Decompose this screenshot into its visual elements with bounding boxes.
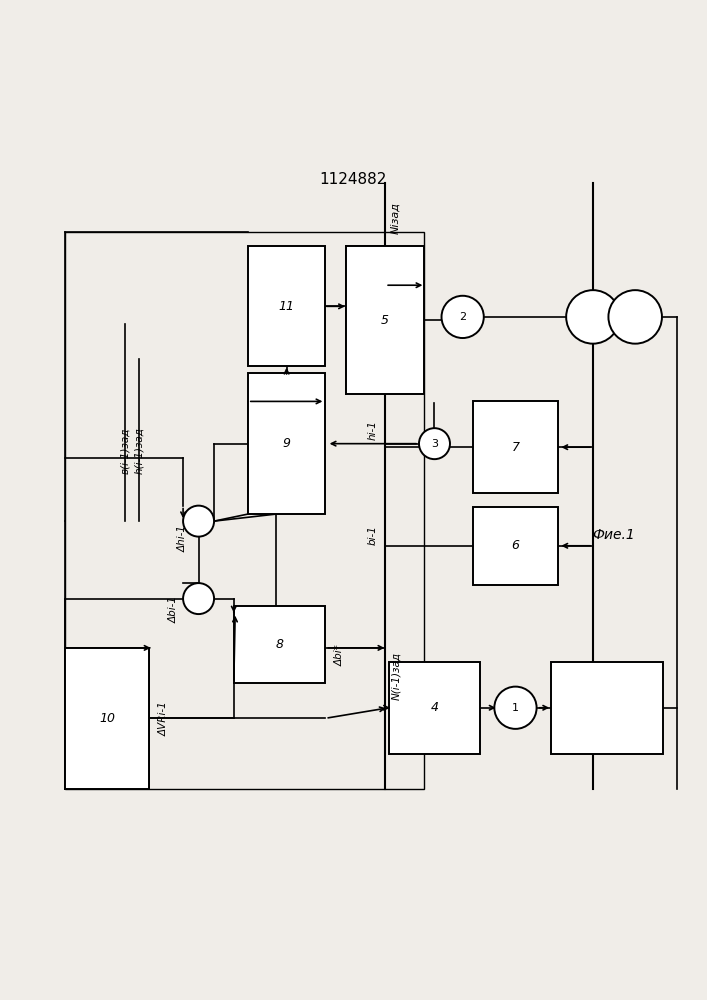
Bar: [248, 246, 325, 366]
Circle shape: [442, 296, 484, 338]
Bar: [346, 246, 424, 394]
Text: 4: 4: [431, 701, 438, 714]
Text: Niзад: Niзад: [391, 202, 401, 234]
Text: 8: 8: [276, 638, 284, 651]
Bar: [65, 648, 149, 789]
Text: Δbi-1: Δbi-1: [169, 596, 179, 623]
Bar: [473, 401, 558, 493]
Text: в(i-1)зад: в(i-1)зад: [119, 428, 129, 474]
Bar: [234, 606, 325, 683]
Text: 1: 1: [512, 703, 519, 713]
Text: ΔVRi-1: ΔVRi-1: [158, 701, 168, 736]
Circle shape: [183, 506, 214, 537]
Bar: [248, 373, 325, 514]
Text: 5: 5: [381, 314, 389, 327]
Bar: [65, 232, 424, 789]
Text: 11: 11: [279, 300, 295, 313]
Text: bi-1: bi-1: [368, 525, 378, 545]
Circle shape: [609, 290, 662, 344]
Text: 1124882: 1124882: [320, 172, 387, 187]
Bar: [551, 662, 663, 754]
Text: 9: 9: [283, 437, 291, 450]
Text: Фие.1: Фие.1: [592, 528, 636, 542]
Text: h(i-1)зад: h(i-1)зад: [134, 427, 144, 474]
Text: 7: 7: [511, 441, 520, 454]
Text: 3: 3: [431, 439, 438, 449]
Text: N(i-1)зад: N(i-1)зад: [391, 652, 401, 700]
Circle shape: [566, 290, 620, 344]
Bar: [473, 507, 558, 585]
Circle shape: [494, 687, 537, 729]
Text: 6: 6: [511, 539, 520, 552]
Circle shape: [419, 428, 450, 459]
Text: 2: 2: [459, 312, 466, 322]
Bar: [389, 662, 480, 754]
Text: 10: 10: [99, 712, 115, 725]
Text: hi-1: hi-1: [368, 420, 378, 440]
Circle shape: [183, 583, 214, 614]
Text: Δbi*: Δbi*: [334, 644, 344, 666]
Text: Δhi-1: Δhi-1: [178, 525, 188, 552]
